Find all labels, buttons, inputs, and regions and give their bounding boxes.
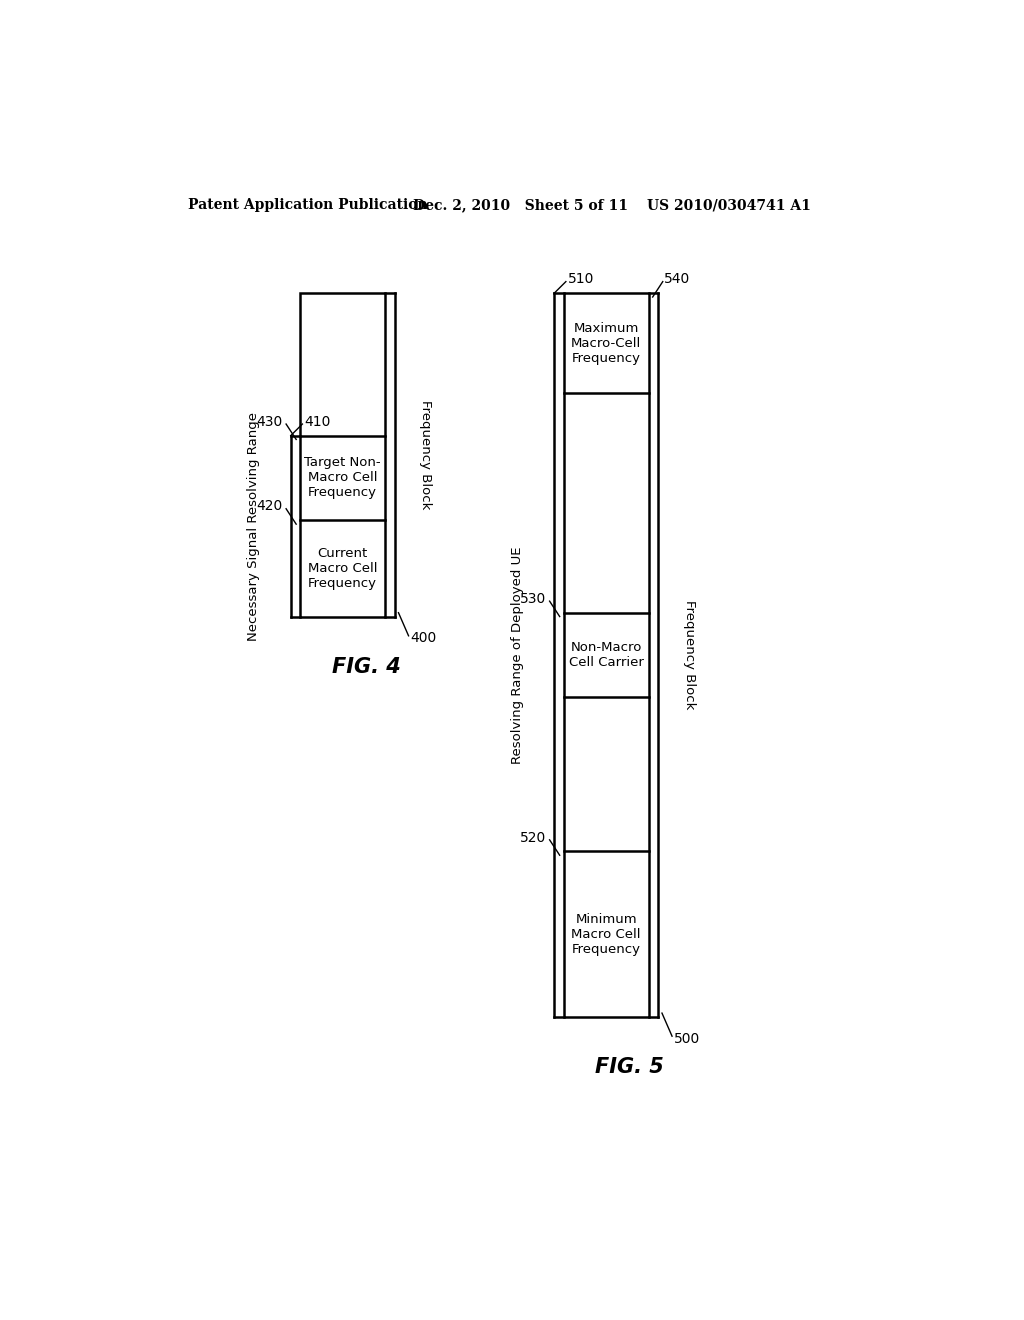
Text: FIG. 4: FIG. 4 [332,656,400,677]
Text: US 2010/0304741 A1: US 2010/0304741 A1 [647,198,811,213]
Bar [300,293,385,616]
Text: Current
Macro Cell
Frequency: Current Macro Cell Frequency [308,546,378,590]
Text: 520: 520 [520,830,547,845]
Text: 540: 540 [665,272,690,286]
Text: Dec. 2, 2010   Sheet 5 of 11: Dec. 2, 2010 Sheet 5 of 11 [414,198,628,213]
Bar [563,293,649,1016]
Text: Necessary Signal Resolving Range: Necessary Signal Resolving Range [247,412,260,640]
Text: Target Non-
Macro Cell
Frequency: Target Non- Macro Cell Frequency [304,457,381,499]
Text: Maximum
Macro-Cell
Frequency: Maximum Macro-Cell Frequency [571,322,641,364]
Text: 500: 500 [674,1031,699,1045]
Text: 420: 420 [257,499,283,513]
Text: 400: 400 [410,631,436,645]
Text: 430: 430 [257,414,283,429]
Text: FIG. 5: FIG. 5 [595,1057,664,1077]
Text: Non-Macro
Cell Carrier: Non-Macro Cell Carrier [568,642,644,669]
Text: Patent Application Publication: Patent Application Publication [188,198,428,213]
Text: 410: 410 [305,414,331,429]
Text: Minimum
Macro Cell
Frequency: Minimum Macro Cell Frequency [571,912,641,956]
Text: Frequency Block: Frequency Block [419,400,432,510]
Text: Frequency Block: Frequency Block [683,601,695,710]
Text: 530: 530 [520,591,547,606]
Text: Resolving Range of Deployed UE: Resolving Range of Deployed UE [511,546,523,764]
Text: 510: 510 [568,272,595,286]
